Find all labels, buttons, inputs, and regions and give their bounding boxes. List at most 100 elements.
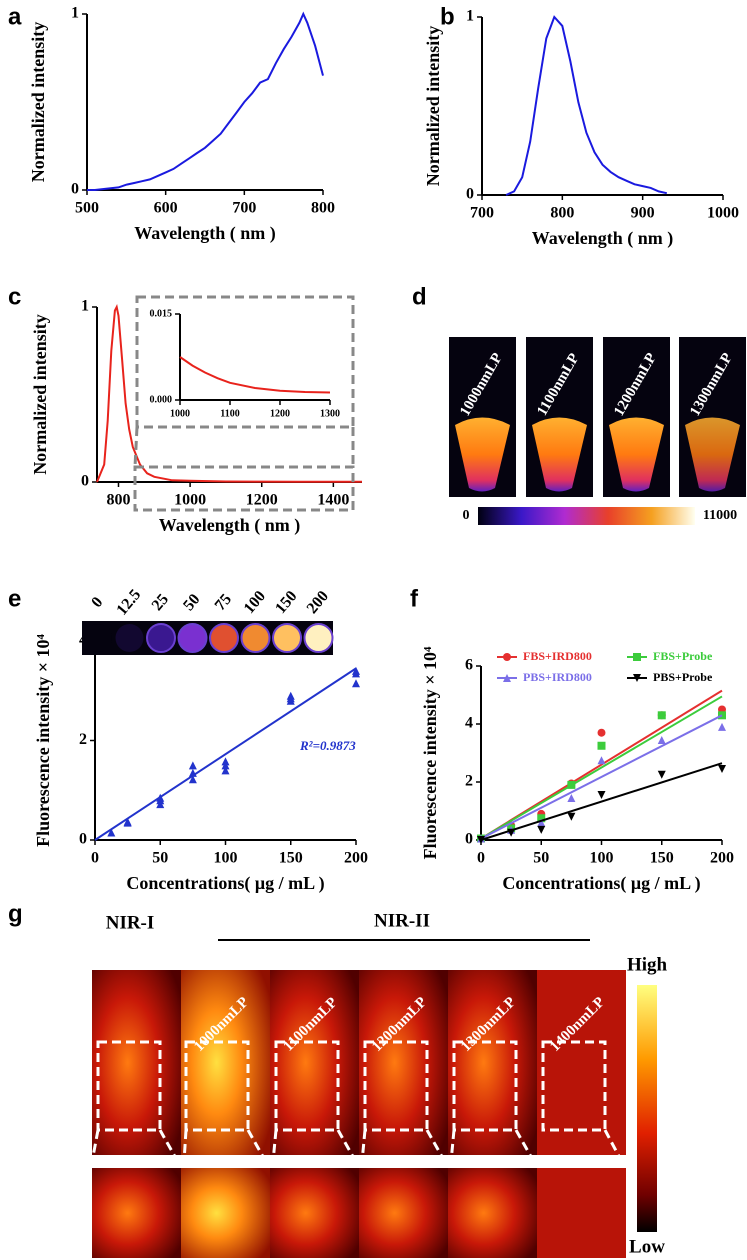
panel-letter: a bbox=[8, 3, 22, 30]
point bbox=[567, 812, 576, 821]
spectrum-line bbox=[87, 11, 324, 191]
point bbox=[597, 728, 606, 737]
y-tick-label: 0 bbox=[81, 473, 89, 490]
x-tick-label: 1300 bbox=[320, 408, 340, 419]
colorbar-max: 11000 bbox=[703, 508, 737, 523]
point bbox=[537, 825, 546, 834]
group-label: NIR-II bbox=[374, 910, 430, 931]
x-tick-label: 50 bbox=[152, 849, 168, 866]
point bbox=[507, 828, 516, 837]
point bbox=[537, 818, 546, 827]
y-tick-label: 0 bbox=[465, 831, 473, 848]
tube-images bbox=[449, 337, 746, 497]
point bbox=[597, 756, 606, 765]
point bbox=[352, 679, 360, 688]
point bbox=[107, 828, 116, 837]
panel-letter: g bbox=[8, 900, 23, 927]
x-axis-label: Wavelength ( nm ) bbox=[134, 223, 276, 244]
panel-letter: d bbox=[412, 283, 427, 310]
legend-label: FBS+IRD800 bbox=[523, 649, 592, 663]
group-label: NIR-I bbox=[106, 912, 155, 933]
well-label: 50 bbox=[180, 591, 203, 614]
y-tick-label: 4 bbox=[465, 715, 473, 732]
y-axis-label: Normalized intensity bbox=[28, 22, 48, 182]
x-tick-label: 50 bbox=[533, 849, 549, 866]
panel-letter: b bbox=[440, 3, 455, 30]
x-tick-label: 0 bbox=[477, 849, 485, 866]
spectrum-line bbox=[96, 304, 362, 483]
panel-letter: f bbox=[410, 585, 419, 612]
point bbox=[188, 775, 197, 784]
x-tick-label: 800 bbox=[106, 491, 130, 508]
x-tick-label: 1000 bbox=[174, 491, 206, 508]
y-axis-label: Normalized intensity bbox=[30, 314, 50, 474]
fit-line bbox=[94, 667, 357, 841]
y-axis-label: Normalized intensity bbox=[423, 26, 443, 186]
point bbox=[597, 791, 606, 800]
point bbox=[221, 757, 230, 766]
legend-label: PBS+IRD800 bbox=[523, 670, 592, 684]
x-tick-label: 100 bbox=[590, 849, 614, 866]
well bbox=[84, 624, 112, 652]
legend-label: PBS+Probe bbox=[653, 670, 713, 684]
spectrum-line bbox=[179, 356, 331, 394]
y-tick-label: 0 bbox=[466, 186, 474, 203]
panel-letter: c bbox=[8, 283, 21, 310]
fit-line bbox=[480, 714, 723, 840]
well-label: 100 bbox=[241, 588, 269, 617]
x-tick-label: 1200 bbox=[246, 491, 278, 508]
zoom-region bbox=[133, 465, 355, 512]
point bbox=[718, 722, 726, 731]
x-axis-label: Wavelength ( nm ) bbox=[532, 228, 674, 249]
point bbox=[221, 766, 230, 775]
well bbox=[209, 623, 239, 653]
well bbox=[272, 623, 302, 653]
well bbox=[240, 623, 271, 653]
y-tick-label: 2 bbox=[79, 731, 87, 748]
well bbox=[303, 623, 334, 653]
point bbox=[188, 768, 197, 777]
well-label: 200 bbox=[304, 588, 332, 617]
point bbox=[567, 793, 576, 802]
well-label: 12.5 bbox=[113, 586, 144, 618]
point bbox=[633, 674, 641, 682]
x-tick-label: 800 bbox=[550, 204, 574, 221]
x-tick-label: 1000 bbox=[707, 204, 739, 221]
x-axis-label: Concentrations( μg / mL ) bbox=[502, 873, 700, 894]
x-tick-label: 800 bbox=[311, 199, 335, 216]
y-axis-label: Fluorescence intensity × 10⁴ bbox=[420, 646, 440, 859]
x-axis-label: Concentrations( μg / mL ) bbox=[126, 873, 324, 894]
colorbar-low: Low bbox=[629, 1236, 665, 1257]
y-tick-label: 0.015 bbox=[150, 308, 173, 319]
point bbox=[567, 780, 576, 789]
well bbox=[177, 623, 208, 653]
colorbar bbox=[478, 507, 695, 525]
well-label: 25 bbox=[149, 591, 172, 614]
x-tick-label: 200 bbox=[344, 849, 368, 866]
fit-line bbox=[480, 695, 723, 840]
well bbox=[146, 623, 176, 653]
y-tick-label: 2 bbox=[465, 773, 473, 790]
y-tick-label: 6 bbox=[465, 657, 473, 674]
legend-label: FBS+Probe bbox=[653, 649, 713, 663]
point bbox=[633, 653, 641, 661]
x-tick-label: 1200 bbox=[270, 408, 290, 419]
colorbar-high: High bbox=[627, 954, 668, 975]
x-tick-label: 700 bbox=[232, 199, 256, 216]
colorbar-min: 0 bbox=[463, 508, 470, 523]
colorbar bbox=[637, 985, 657, 1232]
point bbox=[352, 666, 360, 675]
y-tick-label: 0 bbox=[71, 181, 79, 198]
x-tick-label: 0 bbox=[91, 849, 99, 866]
y-axis-label: Fluorescence intensity × 10⁴ bbox=[33, 634, 53, 847]
inset-frame bbox=[135, 295, 355, 429]
point bbox=[123, 817, 132, 826]
well-label: 150 bbox=[272, 588, 300, 617]
x-tick-label: 900 bbox=[631, 204, 655, 221]
well-label: 75 bbox=[212, 591, 235, 614]
point bbox=[503, 653, 511, 661]
spectrum-line bbox=[505, 15, 668, 196]
panel-letter: e bbox=[8, 585, 21, 612]
point bbox=[657, 711, 666, 720]
